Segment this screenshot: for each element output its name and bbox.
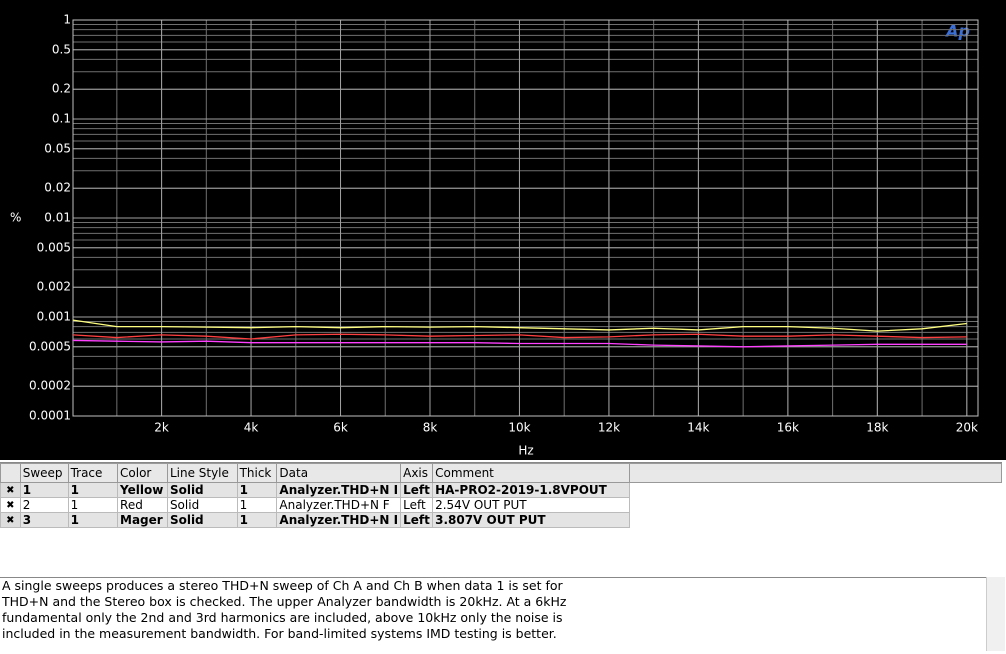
y-tick-label: 0.0001 xyxy=(29,409,71,423)
cell[interactable]: Analyzer.THD+N F xyxy=(276,497,402,513)
cell[interactable]: 1 xyxy=(236,497,278,513)
cell[interactable]: Analyzer.THD+N I xyxy=(276,482,402,498)
column-header[interactable]: Trace xyxy=(67,463,119,483)
x-tick-label: 20k xyxy=(956,421,978,435)
y-tick-label: 0.01 xyxy=(44,211,71,225)
cell[interactable]: 3.807V OUT PUT xyxy=(432,512,631,528)
column-header[interactable]: Comment xyxy=(432,463,631,483)
cell[interactable]: 1 xyxy=(67,512,119,528)
x-axis-label: Hz xyxy=(518,444,533,458)
cell[interactable]: 1 xyxy=(67,482,119,498)
cell[interactable]: Left xyxy=(400,512,434,528)
cell[interactable]: 1 xyxy=(67,497,119,513)
y-tick-label: 0.02 xyxy=(44,181,71,195)
cell[interactable]: Solid xyxy=(166,482,238,498)
cell[interactable]: 3 xyxy=(19,512,69,528)
note-line: A single sweeps produces a stereo THD+N … xyxy=(2,578,563,593)
sweep-table-panel: Sweep Trace Color Line Style Thick Data Axis Co… xyxy=(0,462,1002,575)
x-tick-label: 4k xyxy=(244,421,259,435)
cell[interactable]: 1 xyxy=(236,512,278,528)
checkbox[interactable]: ✖ xyxy=(0,482,21,498)
y-tick-label: 0.002 xyxy=(37,280,71,294)
sweep-row[interactable]: ✖ 1 1 Yellow Solid 1 Analyzer.THD+N I Left HA-PR… xyxy=(0,482,1002,498)
cell[interactable]: 1 xyxy=(19,482,69,498)
x-tick-label: 14k xyxy=(687,421,709,435)
column-header[interactable]: Color xyxy=(117,463,168,483)
checkbox[interactable]: ✖ xyxy=(0,497,21,513)
y-tick-label: 0.005 xyxy=(37,240,71,254)
y-tick-label: 1 xyxy=(63,13,71,27)
cell[interactable]: Left xyxy=(400,482,434,498)
sweep-table: Sweep Trace Color Line Style Thick Data Axis Co… xyxy=(0,463,1002,528)
scrollbar[interactable] xyxy=(986,577,1005,651)
y-tick-label: 0.001 xyxy=(37,310,71,324)
y-tick-label: 0.5 xyxy=(52,42,71,56)
chart: % Hz Ap 10.50.20.10.050.020.010.0050.002… xyxy=(0,0,1006,460)
y-axis-label: % xyxy=(10,211,21,225)
data-line xyxy=(72,339,967,348)
cell[interactable]: Solid xyxy=(166,497,238,513)
cell[interactable]: Solid xyxy=(166,512,238,528)
cell[interactable]: Analyzer.THD+N I xyxy=(276,512,402,528)
note-line: included in the measurement bandwidth. F… xyxy=(2,626,557,641)
cell[interactable]: 1 xyxy=(236,482,278,498)
x-tick-label: 10k xyxy=(508,421,530,435)
cell[interactable]: Yellow xyxy=(117,482,168,498)
corner xyxy=(0,463,21,483)
column-header[interactable]: Data xyxy=(276,463,402,483)
note-line: fundamental only the 2nd and 3rd harmoni… xyxy=(2,610,563,625)
data-line xyxy=(72,333,967,340)
header-row: Sweep Trace Color Line Style Thick Data Axis Co… xyxy=(0,463,1002,483)
cell[interactable]: 2 xyxy=(19,497,69,513)
note-line: THD+N and the Stereo box is checked. The… xyxy=(2,594,567,609)
x-tick-label: 2k xyxy=(154,421,169,435)
column-header[interactable]: Axis xyxy=(400,463,434,483)
data-line xyxy=(72,319,967,332)
cell[interactable]: Left xyxy=(400,497,434,513)
y-tick-label: 0.05 xyxy=(44,141,71,155)
y-tick-label: 0.0005 xyxy=(29,339,71,353)
y-tick-label: 0.1 xyxy=(52,112,71,126)
notes: A single sweeps produces a stereo THD+N … xyxy=(0,577,986,652)
checkbox[interactable]: ✖ xyxy=(0,512,21,528)
sweep-row[interactable]: ✖ 3 1 Mager Solid 1 Analyzer.THD+N I Left 3.807V… xyxy=(0,512,1002,528)
cell[interactable]: Red xyxy=(117,497,168,513)
column-header[interactable]: Sweep xyxy=(19,463,69,483)
cell[interactable]: HA-PRO2-2019-1.8VPOUT xyxy=(432,482,631,498)
cell[interactable]: Mager xyxy=(117,512,168,528)
x-tick-label: 12k xyxy=(598,421,620,435)
sweep-row[interactable]: ✖ 2 1 Red Solid 1 Analyzer.THD+N F Left 2.54V OU… xyxy=(0,497,1002,513)
y-tick-label: 0.2 xyxy=(52,82,71,96)
header-filler xyxy=(629,463,1002,483)
x-tick-label: 18k xyxy=(866,421,888,435)
y-tick-label: 0.0002 xyxy=(29,379,71,393)
x-tick-label: 8k xyxy=(423,421,438,435)
column-header[interactable]: Thick xyxy=(236,463,278,483)
column-header[interactable]: Line Style xyxy=(166,463,238,483)
x-tick-label: 16k xyxy=(777,421,799,435)
cell[interactable]: 2.54V OUT PUT xyxy=(432,497,631,513)
plot-frame xyxy=(72,19,979,417)
x-tick-label: 6k xyxy=(333,421,348,435)
